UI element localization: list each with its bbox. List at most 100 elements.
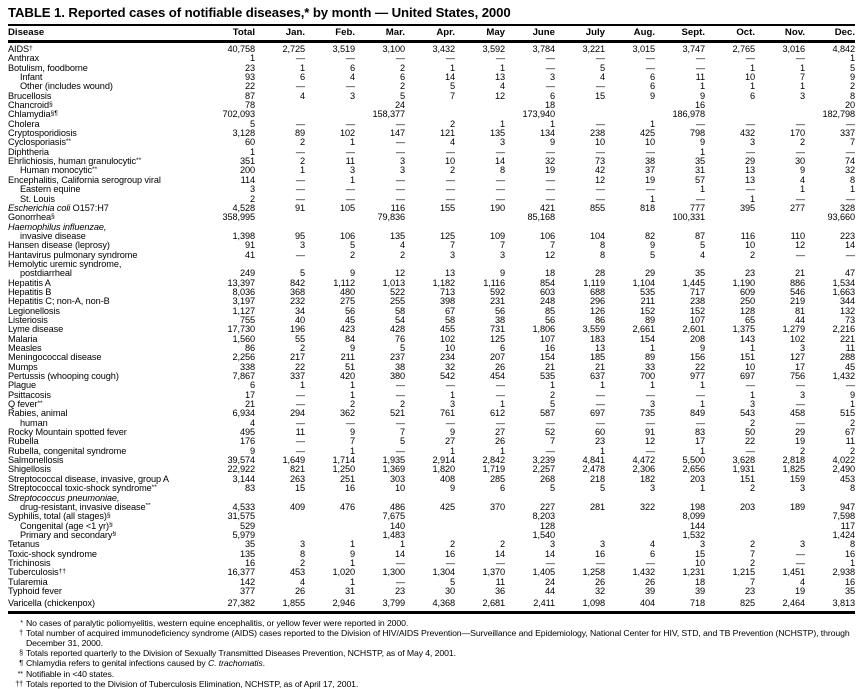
value-cell: 4	[799, 577, 805, 587]
value-cell: 1	[699, 185, 705, 195]
value-cell	[455, 223, 505, 232]
column-header-may: May	[455, 24, 505, 43]
value-cell: 5	[849, 63, 855, 73]
value-cell: 5	[299, 269, 305, 279]
value-cell: 288	[839, 353, 855, 363]
value-cell: —	[395, 138, 405, 148]
value-cell	[505, 223, 555, 232]
value-cell: 2,464	[782, 598, 806, 609]
value-cell	[305, 522, 355, 531]
table-row: Hemolytic uremic syndrome,	[8, 260, 855, 269]
value-cell: 546	[789, 287, 805, 297]
value-cell: 2,216	[832, 325, 856, 335]
disease-name: postdiarrheal	[20, 269, 72, 279]
value-cell: 26	[644, 577, 655, 587]
value-cell: —	[545, 54, 555, 64]
value-cell	[455, 522, 505, 531]
value-cell: 9	[699, 344, 705, 353]
value-cell: 1	[849, 185, 855, 195]
value-cell: 337	[289, 372, 305, 382]
value-cell: 105	[339, 203, 355, 213]
disease-name: Streptococcal disease, invasive, group A	[8, 474, 169, 484]
value-cell: 358,995	[222, 213, 255, 223]
table-title: TABLE 1. Reported cases of notifiable di…	[8, 5, 511, 20]
value-cell: 8,036	[232, 287, 256, 297]
value-cell: 135	[239, 549, 255, 559]
column-header-feb: Feb.	[305, 24, 355, 43]
disease-name: Cyclosporiasis**	[8, 138, 71, 148]
value-cell	[705, 101, 755, 110]
disease-name: Ehrlichiosis, human granulocytic**	[8, 157, 142, 167]
value-cell: 1,432	[832, 372, 856, 382]
value-cell: 1,719	[482, 465, 506, 475]
table-row: Tuberculosis†† 16,377 453 1,020 1,300 1,304 1,…	[8, 568, 855, 577]
value-cell: 11	[845, 344, 855, 353]
value-cell: 22,922	[227, 465, 255, 475]
value-cell: 3	[349, 166, 355, 176]
value-cell: 54	[394, 315, 405, 325]
disease-name: Cryptosporidiosis	[8, 129, 77, 139]
value-cell: 26	[294, 586, 305, 596]
value-cell: 11	[495, 577, 505, 587]
value-cell: 6	[349, 63, 355, 73]
value-cell: 2,601	[682, 325, 706, 335]
value-cell: 73	[594, 157, 605, 167]
value-cell: 154	[539, 353, 555, 363]
footnote-marker: §	[48, 101, 53, 108]
value-cell	[555, 531, 605, 540]
value-cell: 1,279	[782, 325, 806, 335]
value-cell: 30	[794, 157, 805, 167]
value-cell: 16,377	[227, 568, 255, 578]
value-cell: 151	[739, 353, 755, 363]
value-cell: —	[595, 400, 605, 410]
table-row: Varicella (chickenpox) 27,382 1,855 2,946 3,…	[8, 596, 855, 612]
value-cell: 9	[349, 428, 355, 438]
value-cell: 2,842	[482, 456, 506, 466]
value-cell: 31,575	[227, 512, 255, 522]
value-cell: 7	[849, 138, 855, 148]
value-cell: 255	[389, 297, 405, 307]
value-cell: 404	[639, 598, 655, 609]
value-cell: 947	[839, 502, 855, 512]
value-cell	[755, 213, 805, 222]
value-cell: 173,940	[522, 110, 555, 120]
value-cell: 1,300	[382, 568, 406, 578]
value-cell: 1	[449, 446, 455, 456]
table-row: Diphtheria 1 — — — — — — — — 1 — — —	[8, 148, 855, 157]
value-cell	[305, 101, 355, 110]
value-cell: 1	[649, 194, 655, 204]
value-cell: 8	[299, 549, 305, 559]
disease-name: Eastern equine	[20, 185, 81, 195]
value-cell: 1	[349, 558, 355, 568]
footnote-marker: §¶	[50, 110, 58, 117]
value-cell: —	[545, 558, 555, 568]
value-cell: 1	[449, 390, 455, 400]
value-cell	[255, 260, 305, 269]
value-cell: 9	[699, 91, 705, 101]
value-cell: 4	[649, 540, 655, 550]
value-cell: 886	[789, 278, 805, 288]
value-cell: 183	[589, 334, 605, 344]
value-cell: 3,432	[432, 44, 456, 54]
value-cell: 18	[694, 577, 705, 587]
value-cell	[555, 260, 605, 269]
table-row: Pertussis (whooping cough) 7,867 337 420 380…	[8, 372, 855, 381]
value-cell	[255, 494, 305, 503]
value-cell: 109	[489, 231, 505, 241]
value-cell: —	[495, 147, 505, 157]
column-header-dec: Dec.	[805, 24, 855, 43]
value-cell: 4,842	[832, 44, 856, 54]
disease-name: Streptococcal toxic-shock syndrome**	[8, 484, 157, 494]
value-cell: 26	[494, 437, 505, 447]
footnote-symbol: **	[17, 668, 24, 678]
value-cell: 3,628	[732, 456, 756, 466]
value-cell: 3,239	[532, 456, 556, 466]
table-row: Mumps 338 22 51 38 32 26 21 21 33 22 10 17 45	[8, 363, 855, 372]
value-cell: 116	[740, 231, 755, 241]
table-row: Listeriosis 755 40 45 54 58 38 56 86 89 107 65 44 73	[8, 316, 855, 325]
value-cell	[555, 101, 605, 110]
disease-name: Hepatitis A	[8, 278, 51, 288]
value-cell: 135	[389, 231, 405, 241]
disease-name: Chlamydia§¶	[8, 110, 58, 120]
value-cell: 423	[339, 325, 355, 335]
